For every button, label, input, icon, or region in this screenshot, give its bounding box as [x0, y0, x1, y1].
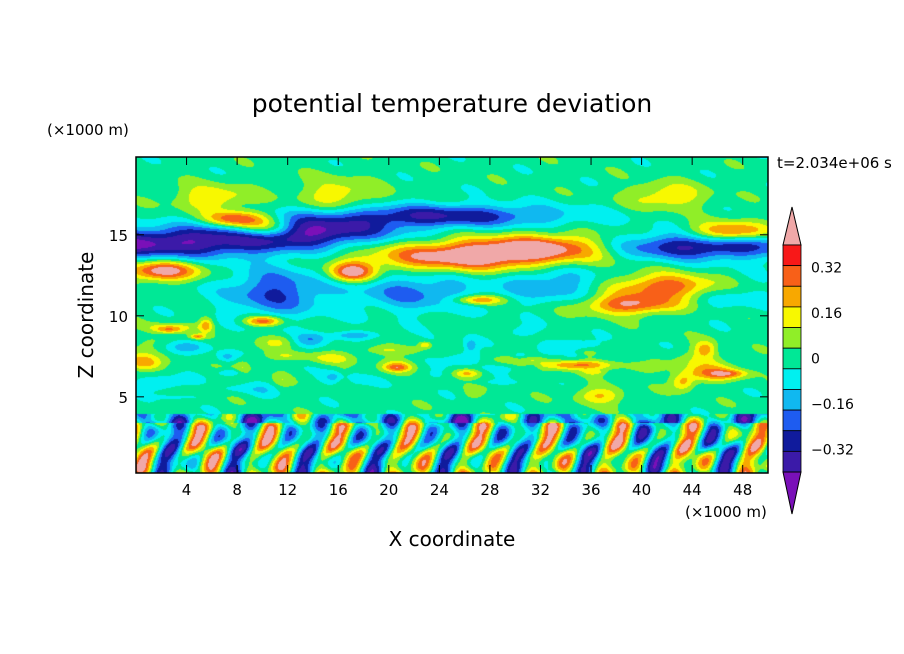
chart-title: potential temperature deviation: [252, 89, 652, 118]
colorbar-swatch: [782, 265, 802, 287]
colorbar-swatch: [782, 244, 802, 267]
time-label: t=2.034e+06 s: [777, 154, 892, 172]
colorbar: 0.32 0.16 0 −0.16 −0.32: [782, 206, 854, 515]
colorbar-tick-label: −0.16: [811, 397, 854, 413]
y-tick-label: 15: [109, 227, 128, 245]
x-tick-label: 44: [683, 481, 702, 499]
x-tick-label: 28: [480, 481, 499, 499]
x-tick-label: 4: [182, 481, 192, 499]
colorbar-swatch: [782, 306, 802, 328]
x-tick-label: 16: [329, 481, 348, 499]
x-tick-label: 8: [232, 481, 242, 499]
colorbar-swatch: [782, 450, 802, 473]
x-tick-label: 20: [379, 481, 398, 499]
x-tick-label: 36: [581, 481, 600, 499]
y-axis-unit: (×1000 m): [47, 121, 129, 139]
colorbar-swatch: [782, 327, 802, 349]
x-axis-label: X coordinate: [389, 527, 516, 551]
y-tick-label: 10: [109, 308, 128, 326]
colorbar-tick-label: 0.32: [811, 261, 842, 277]
x-axis-ticks: 4 8 12 16 20 24 28 32 36 40 44 48: [182, 157, 752, 499]
plot-frame: [135, 156, 769, 474]
x-tick-label: 24: [430, 481, 449, 499]
colorbar-tick-label: −0.32: [811, 442, 854, 458]
colorbar-swatch: [782, 409, 802, 432]
x-tick-label: 48: [733, 481, 752, 499]
colorbar-tick-label: 0.16: [811, 306, 842, 322]
colorbar-top-arrow: [782, 206, 802, 246]
x-tick-label: 12: [278, 481, 297, 499]
colorbar-swatch: [782, 389, 802, 411]
colorbar-swatch: [782, 285, 802, 308]
colorbar-swatch: [782, 347, 802, 370]
x-tick-label: 40: [632, 481, 651, 499]
colorbar-swatch: [782, 430, 802, 452]
y-axis-label: Z coordinate: [74, 252, 98, 379]
x-tick-label: 32: [531, 481, 550, 499]
colorbar-bottom-arrow: [782, 471, 802, 515]
colorbar-swatch: [782, 368, 802, 390]
y-tick-label: 5: [118, 389, 128, 407]
contour-plot-area: [136, 157, 768, 473]
y-axis-ticks: 5 10 15: [109, 227, 768, 407]
colorbar-tick-label: 0: [811, 352, 820, 368]
x-axis-unit: (×1000 m): [685, 503, 767, 521]
